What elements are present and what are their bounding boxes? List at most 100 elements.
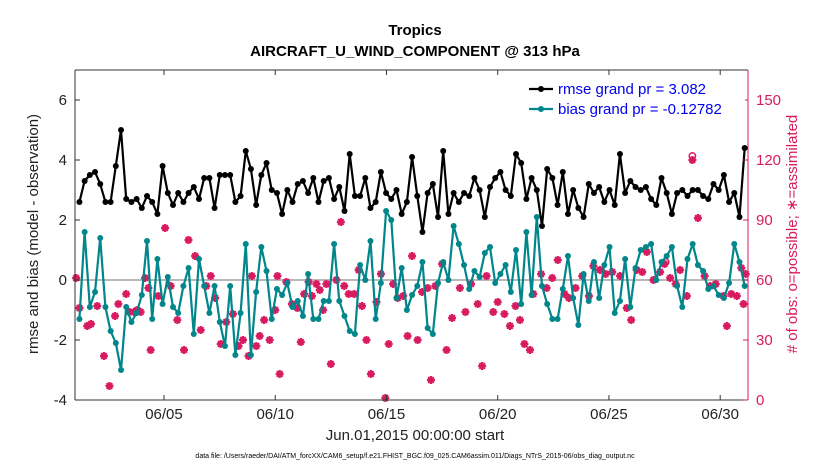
bias-legend-label: bias grand pr = -0.12782	[558, 101, 722, 118]
rmse-point	[575, 205, 582, 211]
rmse-point	[694, 187, 701, 193]
rmse-point	[320, 178, 327, 184]
rmse-point	[700, 193, 707, 199]
rmse-point	[580, 214, 587, 220]
bias-point	[731, 241, 738, 247]
rmse-point	[362, 175, 369, 181]
obs-assimilated-marker	[196, 326, 205, 334]
rmse-point	[653, 202, 660, 208]
rmse-point	[237, 193, 244, 199]
rmse-point	[710, 181, 717, 187]
rmse-point	[336, 184, 343, 190]
rmse-point	[294, 181, 301, 187]
bias-point	[242, 241, 249, 247]
bias-point	[689, 241, 696, 247]
bias-point	[611, 310, 618, 316]
bias-point	[403, 307, 410, 313]
rmse-point	[481, 214, 488, 220]
bias-point	[128, 319, 135, 325]
bias-point	[97, 235, 104, 241]
rmse-point	[216, 172, 223, 178]
obs-assimilated-marker	[93, 302, 102, 310]
bias-point	[227, 283, 234, 289]
bias-point	[440, 259, 447, 265]
rmse-line	[78, 128, 746, 234]
y-axis-label: rmse and bias (model - observation)	[25, 114, 42, 354]
rmse-point	[596, 184, 603, 190]
obs-assimilated-marker	[296, 338, 305, 346]
obs-assimilated-marker	[362, 336, 371, 344]
bias-point	[476, 274, 483, 280]
rmse-point	[180, 199, 187, 205]
rmse-point	[622, 190, 629, 196]
rmse-point	[549, 175, 556, 181]
bias-point	[528, 292, 535, 298]
y-tick-label: 6	[59, 92, 67, 109]
bias-point	[632, 265, 639, 271]
obs-assimilated-marker	[426, 376, 435, 384]
bias-point	[305, 271, 312, 277]
rmse-point	[299, 178, 306, 184]
obs-assimilated-marker	[693, 214, 702, 222]
rmse-point	[497, 169, 504, 175]
obs-assimilated-marker	[525, 346, 534, 354]
rmse-point	[528, 175, 535, 181]
bias-point	[726, 280, 733, 286]
rmse-point	[221, 172, 228, 178]
rmse-point	[461, 190, 468, 196]
rmse-point	[372, 199, 379, 205]
rmse-point	[507, 193, 514, 199]
obs-assimilated-marker	[161, 224, 170, 232]
y2-tick-label: 90	[756, 212, 773, 229]
bias-point	[658, 259, 665, 265]
bias-point	[429, 331, 436, 337]
rmse-point	[502, 187, 509, 193]
rmse-point	[544, 166, 551, 172]
bias-point	[653, 277, 660, 283]
bias-point	[590, 259, 597, 265]
obs-assimilated-marker	[315, 286, 324, 294]
obs-assimilated-marker	[500, 310, 509, 318]
bias-point	[471, 268, 478, 274]
bias-point	[622, 256, 629, 262]
bias-point	[606, 244, 613, 250]
bias-point	[180, 283, 187, 289]
y-tick-label: -4	[54, 392, 67, 409]
bias-point	[398, 265, 405, 271]
bias-point	[315, 316, 322, 322]
obs-assimilated-marker	[473, 300, 482, 308]
rmse-point	[268, 187, 275, 193]
rmse-point	[611, 202, 618, 208]
bias-point	[175, 310, 182, 316]
bias-point	[169, 304, 176, 310]
obs-assimilated-marker	[247, 272, 256, 280]
bias-point	[221, 343, 228, 349]
obs-assimilated-marker	[72, 274, 81, 282]
y2-tick-label: 30	[756, 332, 773, 349]
obs-assimilated-marker	[482, 272, 491, 280]
rmse-point	[705, 196, 712, 202]
bias-legend-marker	[538, 106, 544, 112]
rmse-point	[164, 190, 171, 196]
obs-assimilated-marker	[114, 300, 123, 308]
obs-assimilated-marker	[553, 256, 562, 264]
rmse-point	[585, 181, 592, 187]
bias-point	[487, 244, 494, 250]
bias-point	[642, 244, 649, 250]
rmse-point	[554, 202, 561, 208]
rmse-point	[523, 196, 530, 202]
rmse-point	[247, 166, 254, 172]
rmse-point	[284, 187, 291, 193]
x-tick-label: 06/05	[145, 406, 183, 423]
obs-assimilated-marker	[260, 316, 269, 324]
bias-point	[232, 352, 239, 358]
rmse-point	[107, 199, 114, 205]
obs-assimilated-marker	[627, 316, 636, 324]
bias-point	[637, 247, 644, 253]
rmse-point	[398, 211, 405, 217]
rmse-point	[201, 175, 208, 181]
bias-point	[190, 331, 197, 337]
bias-point	[715, 292, 722, 298]
obs-assimilated-marker	[265, 336, 274, 344]
rmse-point	[435, 214, 442, 220]
